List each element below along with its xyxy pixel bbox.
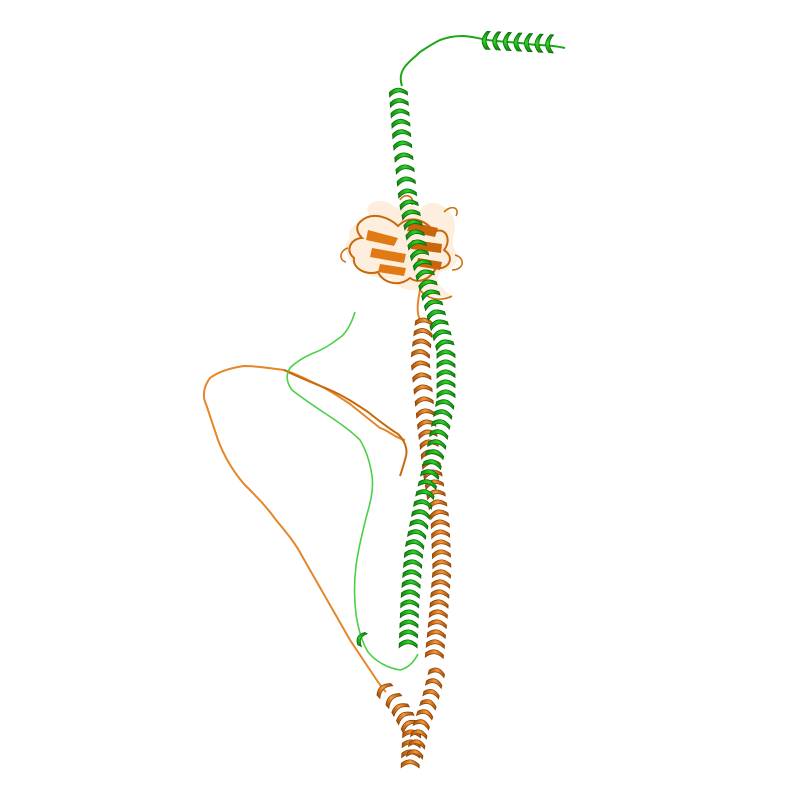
orange-long-helix bbox=[410, 317, 452, 660]
green-n-term-helix bbox=[481, 30, 555, 54]
green-long-helix bbox=[388, 87, 456, 649]
green-top-helix bbox=[481, 30, 555, 54]
green-short-helix bbox=[356, 632, 369, 648]
orange-globular-domain bbox=[340, 194, 463, 300]
green-disordered-loop bbox=[286, 311, 419, 671]
coiled-coil-helices bbox=[356, 87, 456, 769]
orange-lower-helix-b bbox=[405, 667, 446, 760]
orange-disordered-loop bbox=[202, 289, 421, 693]
